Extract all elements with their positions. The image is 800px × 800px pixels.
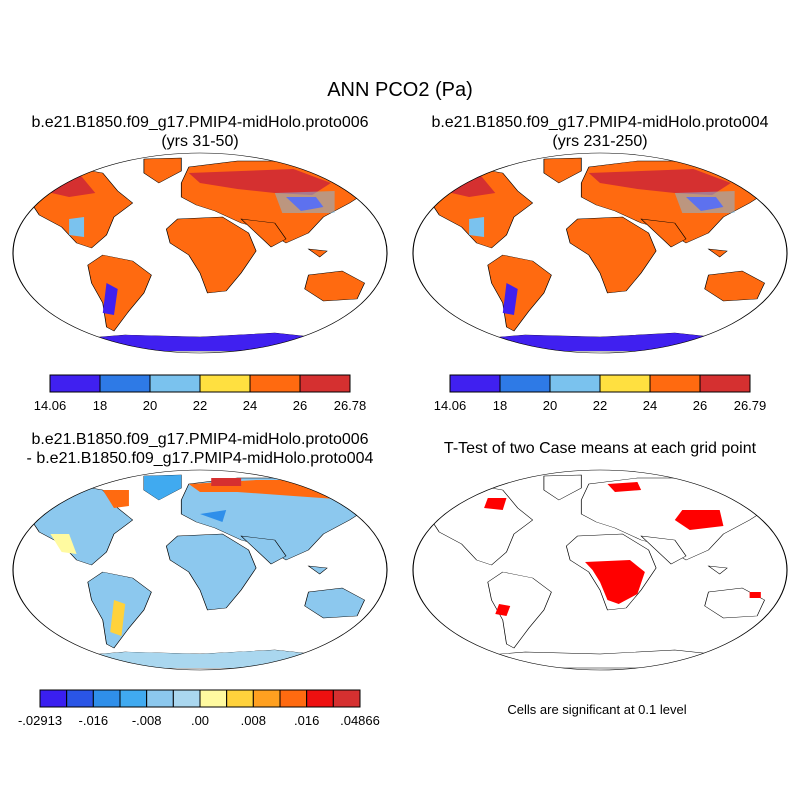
- panel3-colorbar-label-5: .008: [241, 713, 266, 728]
- panel1-colorbar-swatch-5: [249, 374, 301, 393]
- panel2-map-border: [412, 152, 788, 354]
- panel2-colorbar-label-7: 26.79: [734, 398, 767, 413]
- panel1-colorbar-swatch-3: [149, 374, 201, 393]
- panel1-low-andes: [102, 283, 118, 315]
- panel2-map: [412, 152, 788, 354]
- panel1-mid-tibet: [274, 191, 335, 213]
- panel2-colorbar-swatch-4: [599, 374, 651, 393]
- panel2-colorbar-label-3: 20: [543, 398, 557, 413]
- panel2-colorbar: 14.06 18 20 22 24 26 26.79: [434, 374, 767, 413]
- panel1-colorbar: 14.06 18 20 22 24 26 26.78: [34, 374, 367, 413]
- panel2-colorbar-swatch-3: [549, 374, 601, 393]
- panel1-colorbar-label-2: 18: [93, 398, 107, 413]
- panel1-colorbar-label-1: 14.06: [34, 398, 67, 413]
- panel2-low-andes: [502, 283, 518, 315]
- panel1-colorbar-swatch-2: [99, 374, 151, 393]
- panel4-sig-new-guinea: [749, 592, 761, 598]
- panel1-colorbar-label-6: 26: [293, 398, 307, 413]
- panel4-map: [412, 469, 788, 671]
- panel2-colorbar-label-5: 24: [643, 398, 657, 413]
- panel3-colorbar-label-6: .016: [294, 713, 319, 728]
- panel3-colorbar-swatch-1: [39, 689, 68, 708]
- panel3-title-line1: b.e21.B1850.f09_g17.PMIP4-midHolo.proto0…: [31, 431, 368, 448]
- panel2-high-region-eurasia: [588, 169, 731, 195]
- panel3-colorbar: -.02913 -.016 -.008 .00 .008 .016 .04866: [18, 689, 380, 728]
- panel3-colorbar-label-3: -.008: [132, 713, 162, 728]
- panel2-colorbar-swatch-1: [449, 374, 501, 393]
- panel4-map-border: [412, 469, 788, 671]
- panel4-sig-scandinavia: [607, 482, 642, 492]
- panel1-colorbar-swatch-4: [199, 374, 251, 393]
- panel3-zero-west-na: [50, 534, 77, 554]
- panel3-colorbar-swatch-6: [172, 689, 201, 708]
- panel1-colorbar-swatch-6: [299, 374, 351, 393]
- panel3-colorbar-swatch-3: [92, 689, 121, 708]
- panel1-colorbar-label-4: 22: [193, 398, 207, 413]
- panel3-neg-europe: [200, 510, 227, 522]
- panel1-colorbar-label-7: 26.78: [334, 398, 367, 413]
- panel2-colorbar-swatch-5: [649, 374, 701, 393]
- panel3-colorbar-swatch-2: [66, 689, 94, 708]
- panel2-colorbar-swatch-2: [499, 374, 551, 393]
- panel3-map-border: [12, 469, 388, 671]
- figure-title: ANN PCO2 (Pa): [327, 79, 473, 101]
- panel3-colorbar-swatch-12: [332, 689, 361, 708]
- panel4-sig-africa: [585, 560, 645, 604]
- panel1-colorbar-swatch-1: [49, 374, 101, 393]
- panel4-sig-central-asia: [674, 510, 724, 530]
- panel3-neg-greenland: [143, 475, 182, 500]
- panel3-colorbar-swatch-7: [199, 689, 228, 708]
- panel2-colorbar-label-1: 14.06: [434, 398, 467, 413]
- panel3-colorbar-swatch-9: [252, 689, 281, 708]
- panel2-colorbar-label-2: 18: [493, 398, 507, 413]
- panel3-pos-andes: [110, 600, 126, 636]
- panel4-title-line1: T-Test of two Case means at each grid po…: [444, 440, 757, 457]
- panel2-colorbar-swatch-6: [699, 374, 751, 393]
- panel1-colorbar-label-5: 24: [243, 398, 257, 413]
- panel4-sig-andes: [495, 604, 511, 616]
- panel1-title-line1: b.e21.B1850.f09_g17.PMIP4-midHolo.proto0…: [31, 114, 368, 131]
- panel3-colorbar-swatch-8: [226, 689, 254, 708]
- panel1-colorbar-label-3: 20: [143, 398, 157, 413]
- panel3-colorbar-swatch-11: [306, 689, 334, 708]
- panel4-significance-note: Cells are significant at 0.1 level: [507, 702, 686, 717]
- panel1-mid-rockies: [69, 217, 85, 237]
- panel3-colorbar-label-1: -.02913: [18, 713, 62, 728]
- panel3-colorbar-label-2: -.016: [79, 713, 109, 728]
- panel1-map: [12, 152, 388, 354]
- panel1-high-region-eurasia: [188, 169, 331, 195]
- panel3-colorbar-label-7: .04866: [340, 713, 380, 728]
- panel2-mid-tibet: [674, 191, 735, 213]
- panel2-title-line2: (yrs 231-250): [552, 133, 647, 150]
- panel3-colorbar-swatch-10: [279, 689, 308, 708]
- panel3-colorbar-label-4: .00: [191, 713, 209, 728]
- panel2-colorbar-label-4: 22: [593, 398, 607, 413]
- panel3-pos-canada: [102, 490, 129, 508]
- panel3-colorbar-swatch-5: [146, 689, 174, 708]
- panel3-pos-scandinavia: [211, 478, 242, 486]
- panel2-mid-rockies: [469, 217, 485, 237]
- panel3-colorbar-swatch-4: [119, 689, 148, 708]
- panel1-map-border: [12, 152, 388, 354]
- panel1-title-line2: (yrs 31-50): [161, 133, 238, 150]
- panel4-sig-canada: [484, 498, 507, 510]
- panel3-map: [12, 469, 388, 671]
- panel3-title-line2: - b.e21.B1850.f09_g17.PMIP4-midHolo.prot…: [27, 450, 374, 467]
- panel2-colorbar-label-6: 26: [693, 398, 707, 413]
- panel2-title-line1: b.e21.B1850.f09_g17.PMIP4-midHolo.proto0…: [431, 114, 768, 131]
